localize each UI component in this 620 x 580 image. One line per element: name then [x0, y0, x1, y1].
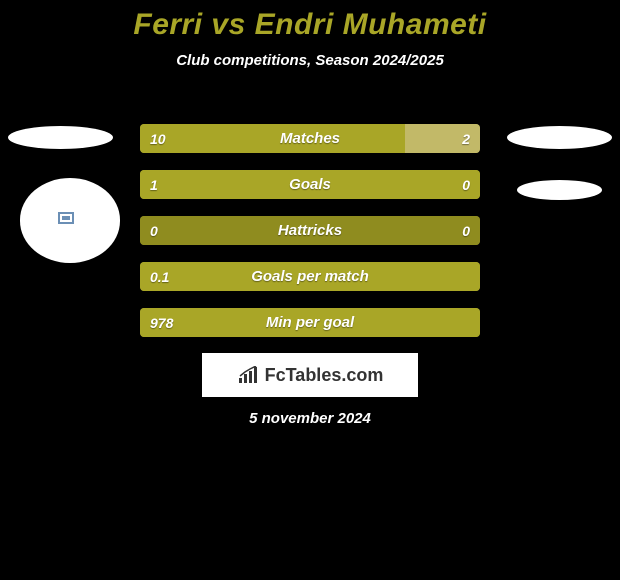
stat-row: 1Goals0 [140, 170, 480, 199]
stat-value-right: 0 [462, 223, 470, 239]
stat-value-right: 2 [462, 131, 470, 147]
stat-label: Goals [140, 176, 480, 193]
stat-row: 0.1Goals per match [140, 262, 480, 291]
stat-row: 978Min per goal [140, 308, 480, 337]
player-photo-right-placeholder [507, 126, 612, 149]
comparison-title: Ferri vs Endri Muhameti [0, 0, 620, 42]
player-photo-left-placeholder [8, 126, 113, 149]
stat-row: 10Matches2 [140, 124, 480, 153]
team-logo-right-placeholder [517, 180, 602, 200]
comparison-subtitle: Club competitions, Season 2024/2025 [0, 52, 620, 69]
stat-row: 0Hattricks0 [140, 216, 480, 245]
stats-container: 10Matches21Goals00Hattricks00.1Goals per… [140, 124, 480, 354]
stat-label: Min per goal [140, 314, 480, 331]
team-badge-left [58, 212, 74, 224]
stat-label: Hattricks [140, 222, 480, 239]
source-logo-text: FcTables.com [265, 365, 384, 386]
stat-label: Goals per match [140, 268, 480, 285]
stat-value-right: 0 [462, 177, 470, 193]
chart-icon [237, 366, 261, 384]
source-logo-box: FcTables.com [202, 353, 418, 397]
snapshot-date: 5 november 2024 [0, 410, 620, 427]
stat-label: Matches [140, 130, 480, 147]
